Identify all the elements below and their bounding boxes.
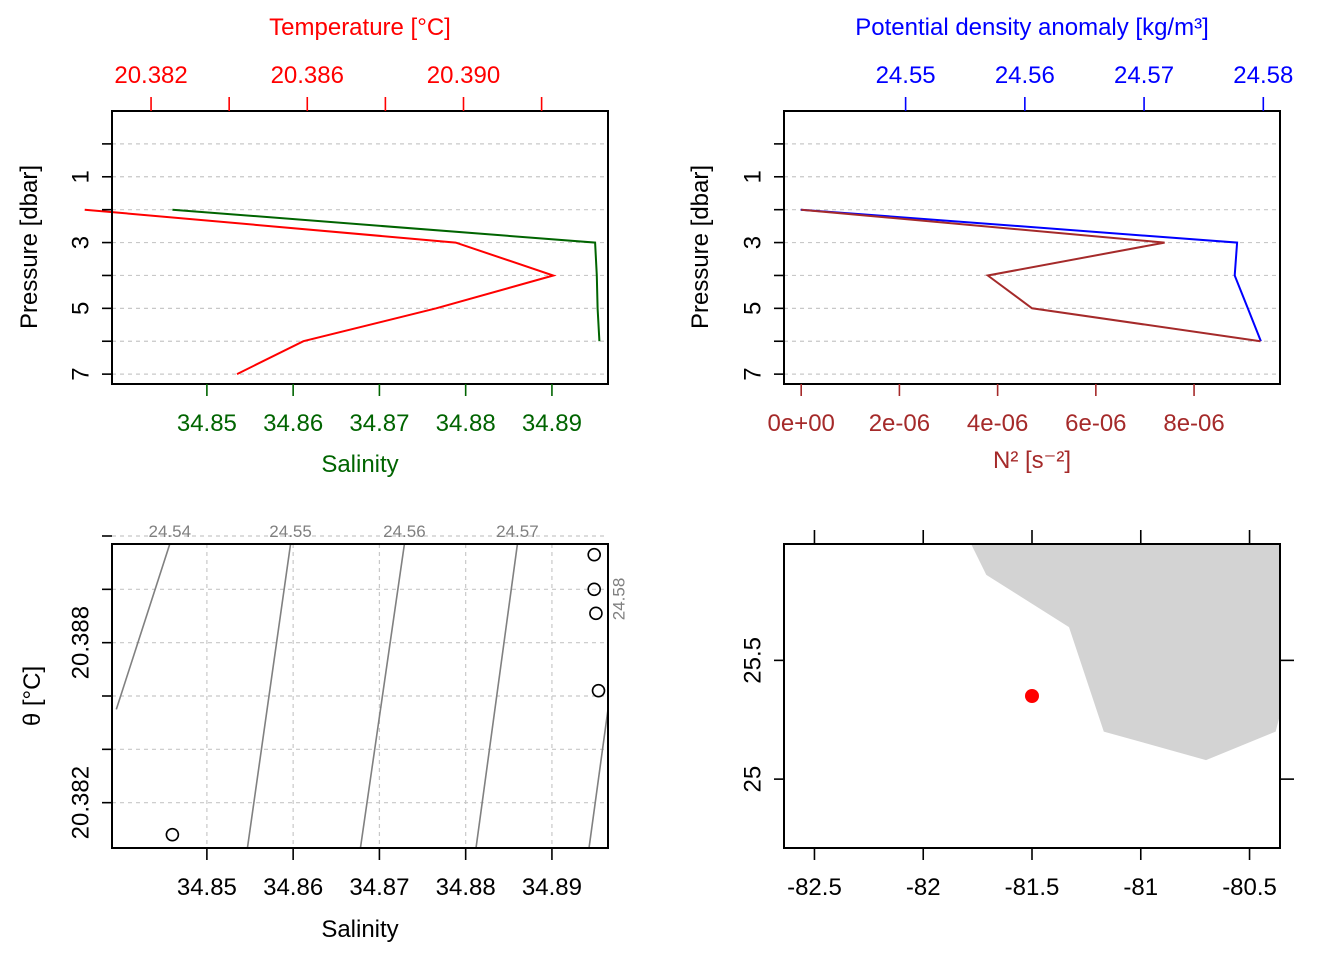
- panel-profile-density: 1 3 5 7 24.55 24.56 24.57 24.58 0e+00 2e-06 4e-0…: [687, 14, 1293, 474]
- p1-grid: [112, 143, 608, 375]
- land-polygon: [971, 544, 1280, 761]
- p3-x-axis-label: Salinity: [321, 916, 398, 943]
- bottom-axis-tick-label: 34.87: [349, 410, 409, 437]
- p3-grid: [112, 535, 608, 848]
- series-line-bottom: [172, 208, 601, 342]
- isopycnal-label: 24.57: [496, 522, 539, 541]
- isopycnal-label: 24.56: [383, 522, 426, 541]
- isopycnal-label: 24.54: [149, 522, 192, 541]
- top-axis-tick-label: 24.58: [1233, 62, 1293, 89]
- salinity-tick-label: 34.88: [436, 874, 496, 901]
- pressure-tick-label: 1: [739, 170, 766, 183]
- salinity-tick-label: 34.89: [522, 874, 582, 901]
- isopycnal-label: 24.55: [269, 522, 312, 541]
- ts-data-point: [587, 547, 601, 562]
- p2-left-axis: 1 3 5 7: [739, 143, 784, 381]
- p2-bottom-axis-label: N² [s⁻²]: [993, 447, 1071, 474]
- p1-lines: [84, 208, 601, 375]
- station-marker: [1025, 689, 1039, 703]
- pressure-tick-label: 7: [67, 367, 94, 380]
- bottom-axis-tick-label: 0e+00: [767, 410, 834, 437]
- salinity-tick-label: 34.85: [177, 874, 237, 901]
- bottom-axis-tick-label: 8e-06: [1163, 410, 1224, 437]
- top-axis-tick-label: 24.55: [876, 62, 936, 89]
- pressure-tick-label: 5: [739, 302, 766, 315]
- bottom-axis-tick-label: 6e-06: [1065, 410, 1126, 437]
- p3-bottom-axis: 34.85 34.86 34.87 34.88 34.89: [177, 848, 582, 901]
- p2-top-axis: 24.55 24.56 24.57 24.58: [876, 62, 1293, 111]
- bottom-axis-tick-label: 2e-06: [869, 410, 930, 437]
- p1-top-axis: 20.382 20.386 20.390: [114, 62, 543, 111]
- theta-tick-label: 20.388: [67, 606, 94, 679]
- series-line-top: [84, 208, 557, 375]
- salinity-tick-label: 34.86: [263, 874, 323, 901]
- p1-y-axis-label: Pressure [dbar]: [16, 165, 43, 329]
- top-axis-tick-label: 20.390: [427, 62, 500, 89]
- panel-ts-diagram: 24.54 24.55 24.56 24.57 24.58 20.382 20.388 3…: [19, 522, 628, 943]
- latitude-tick-label: 25.5: [739, 637, 766, 684]
- isopycnal-line: [246, 543, 292, 849]
- ts-data-point: [589, 606, 603, 621]
- longitude-tick-label: -81: [1123, 874, 1158, 901]
- p2-y-axis-label: Pressure [dbar]: [687, 165, 714, 329]
- longitude-tick-label: -81.5: [1005, 874, 1060, 901]
- series-line-top: [800, 208, 1262, 342]
- p1-bottom-axis: 34.85 34.86 34.87 34.88 34.89: [177, 384, 582, 437]
- bottom-axis-tick-label: 4e-06: [967, 410, 1028, 437]
- longitude-tick-label: -80.5: [1222, 874, 1277, 901]
- p3-left-axis: 20.382 20.388: [67, 535, 112, 839]
- isopycnal-line: [588, 709, 609, 849]
- pressure-tick-label: 7: [739, 367, 766, 380]
- p3-isopycnals: 24.54 24.55 24.56 24.57 24.58: [115, 522, 628, 849]
- bottom-axis-tick-label: 34.86: [263, 410, 323, 437]
- p2-bottom-axis: 0e+00 2e-06 4e-06 6e-06 8e-06: [767, 384, 1225, 437]
- p2-lines: [800, 208, 1262, 343]
- salinity-tick-label: 34.87: [349, 874, 409, 901]
- pressure-tick-label: 1: [67, 170, 94, 183]
- latitude-tick-label: 25: [739, 766, 766, 793]
- top-axis-tick-label: 20.386: [271, 62, 344, 89]
- p3-y-axis-label: θ [°C]: [19, 666, 46, 726]
- isopycnal-line: [359, 543, 406, 849]
- top-axis-tick-label: 24.56: [995, 62, 1055, 89]
- bottom-axis-tick-label: 34.88: [436, 410, 496, 437]
- p1-left-axis: 1 3 5 7: [67, 143, 112, 381]
- ts-data-point: [587, 582, 601, 597]
- series-line-bottom: [801, 208, 1261, 343]
- isopycnal-line: [475, 543, 519, 849]
- top-axis-tick-label: 20.382: [114, 62, 187, 89]
- ts-data-point: [591, 683, 606, 698]
- p2-grid: [784, 143, 1280, 375]
- p1-top-axis-label: Temperature [°C]: [269, 14, 451, 41]
- bottom-axis-tick-label: 34.85: [177, 410, 237, 437]
- pressure-tick-label: 5: [67, 302, 94, 315]
- p2-plot-frame: [783, 110, 1281, 385]
- bottom-axis-tick-label: 34.89: [522, 410, 582, 437]
- isopycnal-line: [115, 543, 171, 710]
- top-axis-tick-label: 24.57: [1114, 62, 1174, 89]
- theta-tick-label: 20.382: [67, 766, 94, 839]
- pressure-tick-label: 3: [67, 236, 94, 249]
- longitude-tick-label: -82: [906, 874, 941, 901]
- p4-axes: -82.5 -82 -81.5 -81 -80.5 25 25.5: [739, 530, 1294, 901]
- ts-data-point: [165, 827, 180, 842]
- panel-station-map: -82.5 -82 -81.5 -81 -80.5 25 25.5: [739, 530, 1294, 901]
- p1-plot-frame: [111, 110, 609, 385]
- p1-bottom-axis-label: Salinity: [321, 451, 398, 478]
- p2-top-axis-label: Potential density anomaly [kg/m³]: [855, 14, 1209, 41]
- longitude-tick-label: -82.5: [787, 874, 842, 901]
- isopycnal-label: 24.58: [609, 578, 628, 621]
- pressure-tick-label: 3: [739, 236, 766, 249]
- p3-points: [165, 547, 606, 842]
